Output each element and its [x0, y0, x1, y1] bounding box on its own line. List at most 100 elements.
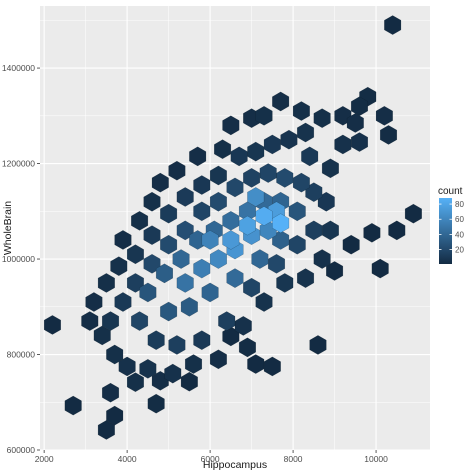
hex-bin [209, 165, 227, 186]
hex-bin [371, 258, 389, 279]
hex-bin [139, 359, 157, 379]
hex-bin [126, 244, 144, 265]
hex-bin [164, 363, 182, 384]
hex-bin [168, 160, 186, 181]
hex-bin [255, 206, 273, 226]
hex-bin [255, 292, 273, 312]
hex-bin [193, 175, 211, 195]
hex-bin [102, 382, 120, 403]
x-tick-label: 10000 [364, 454, 388, 464]
hex-bin [189, 146, 207, 167]
legend-colorbar [439, 198, 452, 264]
hex-bin [321, 158, 339, 179]
hex-bin [247, 141, 265, 162]
hex-bin [160, 234, 178, 255]
legend-title: count [438, 186, 463, 197]
hex-bin [193, 201, 211, 222]
hex-bin [350, 132, 368, 152]
hex-bin [305, 220, 323, 241]
hex-bin [218, 311, 236, 331]
legend-tick-label: 60 [455, 215, 464, 224]
hex-bin [384, 15, 402, 35]
hex-bin [106, 344, 124, 365]
hex-bin [126, 372, 144, 392]
y-axis: 600000 800000 1000000 1200000 1400000 [2, 63, 40, 455]
x-tick-label: 4000 [118, 454, 137, 464]
hex-bin [230, 146, 248, 167]
hex-bin [147, 330, 165, 350]
hex-bin [193, 258, 211, 279]
hex-bin [301, 146, 319, 167]
y-tick-label: 800000 [7, 350, 36, 360]
hex-bin [209, 249, 227, 269]
y-tick-label: 1000000 [2, 254, 35, 264]
hex-bin [209, 191, 227, 212]
hex-bin [309, 335, 327, 355]
hex-bin [180, 296, 198, 317]
x-axis-title: Hippocampus [203, 459, 267, 471]
hex-bin [346, 113, 364, 133]
x-tick-label: 2000 [35, 454, 54, 464]
hex-bin [313, 249, 331, 269]
hex-bin [342, 234, 360, 255]
hex-bin [143, 191, 161, 212]
hex-bin [114, 292, 132, 312]
y-tick-label: 600000 [7, 445, 36, 455]
hex-bin [201, 230, 219, 250]
hex-bin [226, 177, 244, 198]
hex-bin [214, 139, 232, 160]
hex-bin [272, 91, 290, 112]
hex-bin [292, 101, 310, 121]
hex-bin [255, 106, 273, 126]
hex-bin [238, 215, 256, 236]
hex-bin [375, 106, 393, 126]
legend-ticks: 20 40 60 80 [439, 200, 464, 255]
hex-bin [139, 282, 157, 303]
legend-tick-label: 40 [455, 230, 464, 239]
hex-bin [201, 282, 219, 303]
hex-bin [151, 172, 169, 193]
hex-bin [143, 225, 161, 245]
hex-bin [247, 187, 265, 207]
hex-bin [147, 393, 165, 414]
hex-bin [388, 220, 406, 241]
x-tick-label: 6000 [201, 454, 220, 464]
hex-bin [64, 395, 82, 416]
hex-bin [160, 301, 178, 322]
y-axis-title: WholeBrain [2, 201, 14, 255]
y-tick-label: 1200000 [2, 159, 35, 169]
hex-bin [263, 134, 281, 155]
hex-bin [176, 187, 194, 207]
hex-bin [404, 203, 422, 224]
hex-bin [209, 349, 227, 370]
hex-bin [238, 337, 256, 358]
hex-bin [243, 168, 261, 188]
hex-bin [85, 292, 103, 312]
hex-bin [131, 311, 149, 331]
hex-bin [334, 134, 352, 155]
hex-bin [226, 268, 244, 288]
hex-bin [81, 311, 99, 331]
hex-bin [155, 263, 173, 284]
hex-bin [106, 405, 124, 426]
x-axis: 2000 4000 6000 8000 10000 [35, 450, 388, 464]
hex-bin [131, 211, 149, 231]
hex-bin [259, 163, 277, 183]
hex-bin [363, 222, 381, 243]
hex-bin [172, 249, 190, 269]
hex-bin [43, 315, 61, 335]
x-tick-label: 8000 [284, 454, 303, 464]
hex-bin [114, 230, 132, 250]
hex-bin [380, 125, 397, 145]
hex-bins [43, 15, 422, 440]
hex-bin [160, 203, 178, 224]
hex-bin [118, 356, 136, 377]
legend: count 20 40 60 80 [438, 186, 464, 264]
y-tick-label: 1400000 [2, 63, 35, 73]
hex-bin [297, 122, 315, 143]
hex-bin [168, 335, 186, 355]
legend-tick-label: 20 [455, 246, 464, 255]
hex-bin [97, 273, 115, 293]
hex-bin [276, 273, 294, 293]
